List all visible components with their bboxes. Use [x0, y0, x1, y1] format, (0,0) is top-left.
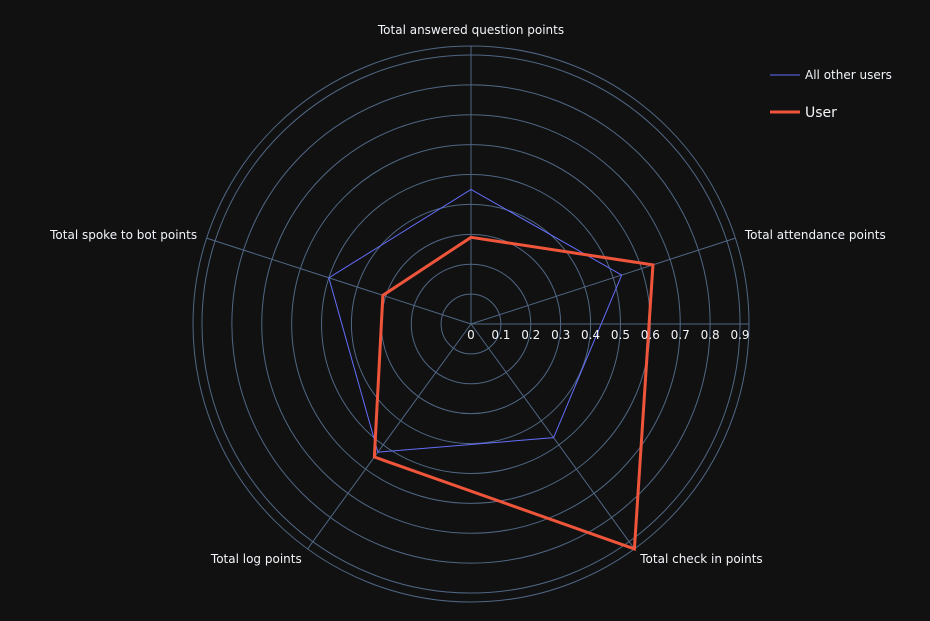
- radial-tick-label: 0.5: [611, 328, 630, 342]
- axis-spoke: [307, 323, 472, 550]
- radial-tick-label: 0.3: [551, 328, 570, 342]
- angular-axis-labels: Total answered question points Total atte…: [49, 23, 886, 566]
- polar-grid: [192, 45, 750, 603]
- axis-spoke: [470, 323, 635, 550]
- radial-tick-label: 0.9: [730, 328, 749, 342]
- series-traces: [328, 188, 655, 551]
- radial-tick-label: 0.1: [491, 328, 510, 342]
- angular-axis-label: Total log points: [210, 552, 302, 566]
- series-line-all-other-users[interactable]: [328, 188, 623, 453]
- radial-tick-label: 0.2: [521, 328, 540, 342]
- axis-spoke: [470, 237, 736, 325]
- radial-tick-label: 0.6: [641, 328, 660, 342]
- radial-tick-label: 0.4: [581, 328, 600, 342]
- radial-tick-label: 0.7: [671, 328, 690, 342]
- angular-axis-label: Total check in points: [639, 552, 762, 566]
- angular-axis-label: Total attendance points: [744, 228, 886, 242]
- radial-tick-labels: 0 0.1 0.2 0.3 0.4 0.5 0.6 0.7 0.8 0.9: [467, 328, 749, 342]
- radial-tick-label: 0: [467, 328, 475, 342]
- legend-label: User: [805, 105, 837, 121]
- radial-tick-label: 0.8: [701, 328, 720, 342]
- legend-label: All other users: [805, 68, 892, 82]
- axis-spoke: [206, 237, 472, 325]
- series-line-user[interactable]: [372, 235, 655, 551]
- legend-item-all-other-users[interactable]: All other users: [770, 68, 892, 82]
- angular-axis-label: Total answered question points: [377, 23, 564, 37]
- legend-item-user[interactable]: User: [770, 105, 837, 121]
- legend[interactable]: All other users User: [770, 68, 892, 121]
- angular-axis-label: Total spoke to bot points: [49, 228, 197, 242]
